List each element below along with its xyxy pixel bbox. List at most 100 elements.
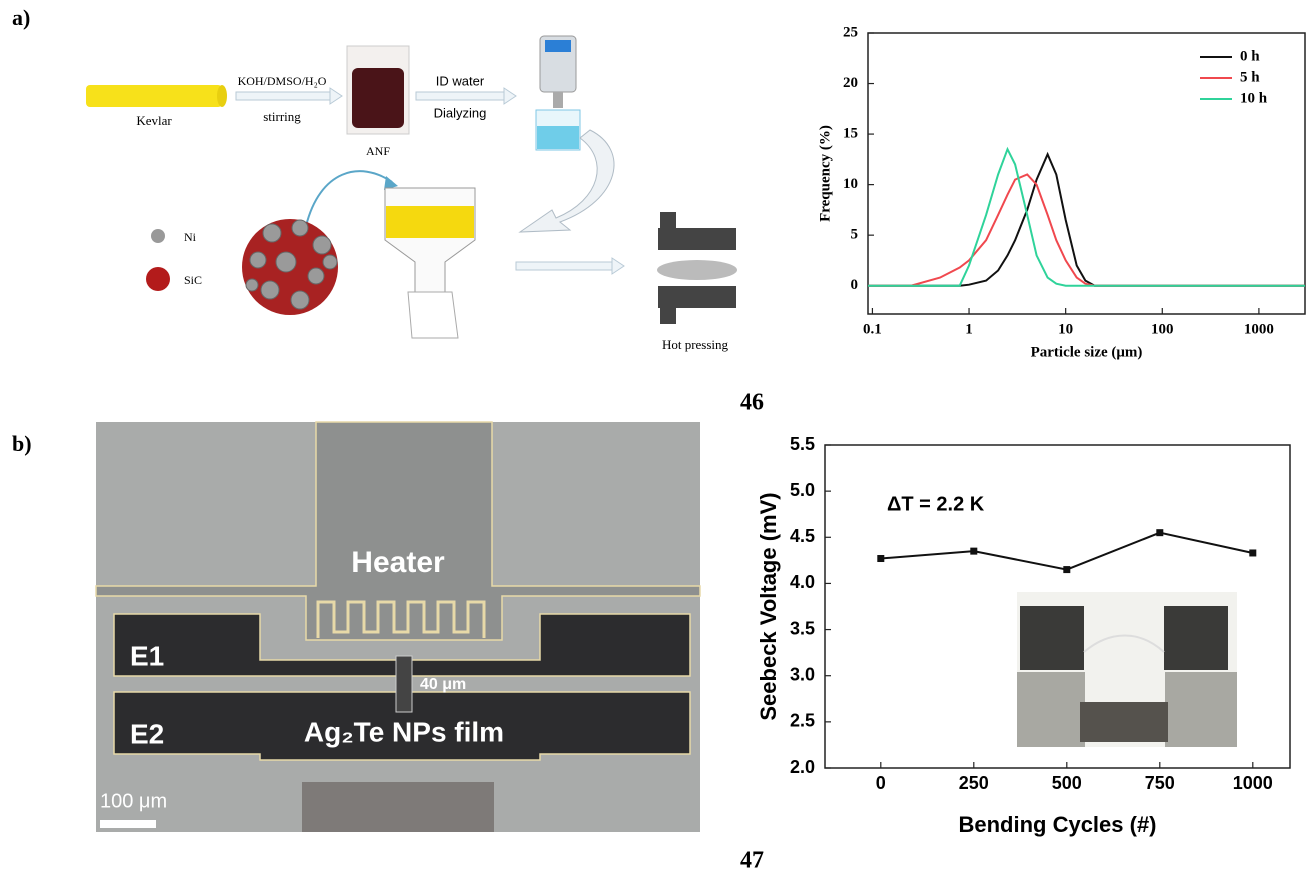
arrow-head — [329, 87, 343, 105]
dialyzer-top — [545, 40, 571, 52]
y-tick-label: 5 — [851, 227, 859, 243]
funnel — [384, 187, 476, 293]
label: 40 μm — [420, 676, 466, 693]
inset-photo — [1017, 592, 1237, 747]
y-tick-label: 5.5 — [790, 434, 815, 454]
y-tick-label: 4.5 — [790, 526, 815, 546]
x-tick-label: 250 — [959, 773, 989, 793]
y-axis-label: Seebeck Voltage (mV) — [756, 492, 781, 720]
caption: 47 — [740, 848, 764, 874]
x-axis-label: Bending Cycles (#) — [958, 812, 1156, 837]
scale-bar — [100, 820, 156, 828]
annotation: ΔT = 2.2 K — [887, 493, 985, 515]
x-tick-label: 0.1 — [863, 321, 882, 337]
curved-arrow — [518, 129, 615, 233]
y-tick-label: 3.0 — [790, 664, 815, 684]
water — [537, 126, 579, 149]
dialyzer-neck — [553, 92, 563, 108]
schematic: Kevlar KOH/DMSO/H₂O stirring ANF ID wate… — [86, 35, 737, 352]
label: E2 — [130, 718, 164, 749]
kevlar-rod — [86, 85, 222, 107]
marker — [877, 555, 885, 563]
arrow-head — [503, 87, 517, 105]
label: Ni — [184, 230, 197, 244]
y-tick-label: 10 — [843, 176, 858, 192]
legend-label: 5 h — [1240, 69, 1260, 85]
flask — [407, 291, 459, 339]
x-tick-label: 1000 — [1233, 773, 1273, 793]
x-tick-label: 500 — [1052, 773, 1082, 793]
arrow — [415, 91, 505, 101]
x-tick-label: 1 — [965, 321, 973, 337]
legend-label: 10 h — [1240, 90, 1268, 106]
electrode-e1 — [113, 613, 691, 677]
press — [658, 286, 736, 308]
arrow — [515, 261, 613, 271]
label: E1 — [130, 640, 164, 671]
panel-label: b) — [12, 431, 32, 456]
slurry — [386, 206, 474, 238]
arrow — [235, 91, 331, 101]
anf-solution — [352, 68, 404, 128]
sic-icon — [146, 267, 170, 291]
y-tick-label: 5.0 — [790, 480, 815, 500]
press — [658, 228, 736, 250]
series-line — [868, 173, 1305, 287]
y-tick-label: 3.5 — [790, 618, 815, 638]
label: 100 μm — [100, 790, 167, 812]
series-line — [880, 531, 1254, 571]
pad — [302, 782, 494, 832]
label: stirring — [263, 109, 301, 124]
film — [1083, 634, 1165, 653]
sample — [657, 260, 737, 280]
x-tick-label: 100 — [1151, 321, 1174, 337]
x-tick-label: 0 — [876, 773, 886, 793]
caption: 46 — [740, 390, 764, 416]
press — [660, 306, 676, 324]
plot-frame — [824, 444, 1291, 769]
x-tick-label: 10 — [1058, 321, 1073, 337]
label: Ag₂Te NPs film — [304, 716, 504, 747]
series-line — [868, 151, 1305, 287]
label: Hot pressing — [662, 337, 729, 352]
y-axis-label: Frequency (%) — [817, 125, 833, 222]
arrow-head — [611, 257, 625, 275]
label: ID water — [436, 73, 485, 88]
block — [1165, 672, 1237, 747]
y-tick-label: 4.0 — [790, 572, 815, 592]
x-tick-label: 1000 — [1244, 321, 1274, 337]
label: ANF — [366, 144, 390, 158]
x-axis-label: Particle size (μm) — [1031, 344, 1143, 360]
label: Dialyzing — [434, 105, 487, 120]
y-tick-label: 2.0 — [790, 757, 815, 777]
label: KOH/DMSO/H₂O — [238, 74, 327, 88]
y-tick-label: 25 — [843, 24, 858, 40]
ni-icon — [151, 229, 165, 243]
screw — [1080, 702, 1168, 742]
clamp — [1020, 606, 1084, 670]
heater-region — [95, 421, 701, 641]
clamp — [1164, 606, 1228, 670]
electrode-e2 — [113, 691, 691, 761]
heater-coil — [316, 600, 486, 638]
legend-label: 0 h — [1240, 48, 1260, 64]
micrograph: Heater E1 E2 Ag₂Te NPs film 40 μm 100 μm — [95, 421, 701, 832]
arrow-head — [384, 176, 398, 190]
curved-arrow — [305, 170, 393, 227]
y-tick-label: 15 — [843, 126, 858, 142]
panel-label: a) — [12, 5, 30, 30]
ni-particles — [245, 219, 338, 310]
marker — [1249, 549, 1257, 557]
marker — [970, 547, 978, 555]
series-line — [868, 146, 1305, 287]
marker — [1063, 566, 1071, 574]
y-tick-label: 2.5 — [790, 711, 815, 731]
film-strip — [395, 655, 413, 713]
press — [660, 212, 676, 230]
rod-end — [217, 85, 227, 107]
plot-frame — [867, 32, 1306, 315]
y-tick-label: 0 — [851, 277, 859, 293]
label: Kevlar — [136, 113, 172, 128]
label: SiC — [184, 273, 202, 287]
